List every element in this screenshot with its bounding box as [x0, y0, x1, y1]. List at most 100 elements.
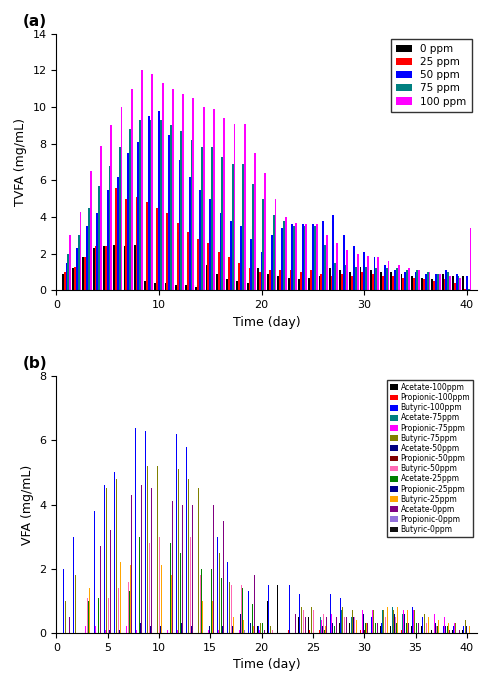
- Bar: [371, 616, 372, 633]
- Bar: [464, 288, 466, 290]
- Bar: [353, 247, 355, 290]
- Bar: [336, 242, 338, 290]
- Bar: [339, 270, 341, 290]
- Bar: [343, 236, 345, 290]
- Bar: [179, 160, 180, 290]
- Bar: [387, 623, 388, 633]
- Bar: [192, 98, 194, 290]
- Bar: [136, 630, 137, 633]
- Bar: [449, 275, 451, 290]
- Bar: [98, 186, 100, 290]
- Bar: [392, 275, 394, 290]
- Bar: [135, 427, 136, 633]
- Bar: [437, 274, 439, 290]
- Bar: [283, 221, 285, 290]
- Bar: [162, 501, 163, 633]
- Bar: [285, 217, 287, 290]
- Bar: [390, 626, 391, 633]
- Bar: [466, 275, 468, 290]
- Bar: [416, 270, 418, 290]
- Bar: [207, 460, 208, 633]
- Bar: [322, 626, 323, 633]
- Bar: [116, 479, 117, 633]
- Bar: [434, 614, 435, 633]
- Bar: [98, 597, 99, 633]
- Bar: [146, 630, 147, 633]
- Bar: [445, 270, 447, 290]
- Bar: [351, 275, 353, 290]
- Bar: [178, 469, 179, 633]
- Bar: [332, 623, 333, 633]
- Bar: [373, 610, 374, 633]
- Bar: [189, 177, 191, 290]
- Bar: [180, 553, 181, 633]
- Bar: [208, 242, 209, 290]
- Bar: [375, 616, 376, 633]
- Bar: [82, 258, 84, 290]
- Bar: [411, 630, 412, 633]
- Bar: [301, 225, 303, 290]
- Legend: 0 ppm, 25 ppm, 50 ppm, 75 ppm, 100 ppm: 0 ppm, 25 ppm, 50 ppm, 75 ppm, 100 ppm: [391, 39, 472, 112]
- Bar: [321, 274, 322, 290]
- Bar: [72, 269, 74, 290]
- Bar: [244, 123, 246, 290]
- Bar: [308, 616, 309, 633]
- Bar: [259, 630, 260, 633]
- Bar: [219, 623, 220, 633]
- Bar: [237, 281, 238, 290]
- Bar: [75, 575, 76, 633]
- Bar: [78, 236, 80, 290]
- Bar: [363, 252, 365, 290]
- Bar: [223, 118, 225, 290]
- Bar: [190, 536, 191, 633]
- Bar: [85, 521, 86, 633]
- Bar: [213, 505, 214, 633]
- Bar: [346, 620, 347, 633]
- Bar: [354, 616, 355, 633]
- Bar: [356, 620, 357, 633]
- Bar: [408, 269, 410, 290]
- Bar: [416, 623, 417, 633]
- Bar: [218, 630, 219, 633]
- Bar: [262, 626, 263, 633]
- Bar: [459, 626, 460, 633]
- Bar: [164, 283, 166, 290]
- Bar: [115, 188, 117, 290]
- Bar: [202, 601, 203, 633]
- Bar: [270, 626, 271, 633]
- Bar: [274, 620, 275, 633]
- Bar: [198, 488, 199, 633]
- Bar: [362, 610, 363, 633]
- Bar: [131, 88, 133, 290]
- Bar: [269, 270, 271, 290]
- Legend: Acetate-100ppm, Propionic-100ppm, Butyric-100ppm, Acetate-75ppm, Propionic-75ppm: Acetate-100ppm, Propionic-100ppm, Butyri…: [387, 380, 473, 537]
- Bar: [228, 258, 230, 290]
- Bar: [239, 630, 240, 633]
- Bar: [88, 208, 90, 290]
- Bar: [365, 623, 366, 633]
- Bar: [219, 213, 221, 290]
- Bar: [447, 626, 448, 633]
- Bar: [341, 610, 342, 633]
- Bar: [216, 274, 218, 290]
- Bar: [401, 630, 402, 633]
- Bar: [209, 199, 211, 290]
- Bar: [212, 626, 213, 633]
- Bar: [445, 626, 446, 633]
- Bar: [376, 269, 377, 290]
- Bar: [277, 275, 279, 290]
- Bar: [232, 164, 234, 290]
- Bar: [185, 285, 187, 290]
- Bar: [359, 623, 360, 633]
- Bar: [366, 623, 367, 633]
- Bar: [324, 245, 326, 290]
- Bar: [161, 565, 162, 633]
- Bar: [151, 74, 153, 290]
- Bar: [95, 247, 96, 290]
- Bar: [403, 277, 405, 290]
- Bar: [360, 630, 361, 633]
- Bar: [84, 258, 86, 290]
- X-axis label: Time (day): Time (day): [233, 658, 300, 671]
- Bar: [195, 286, 197, 290]
- Bar: [291, 616, 292, 633]
